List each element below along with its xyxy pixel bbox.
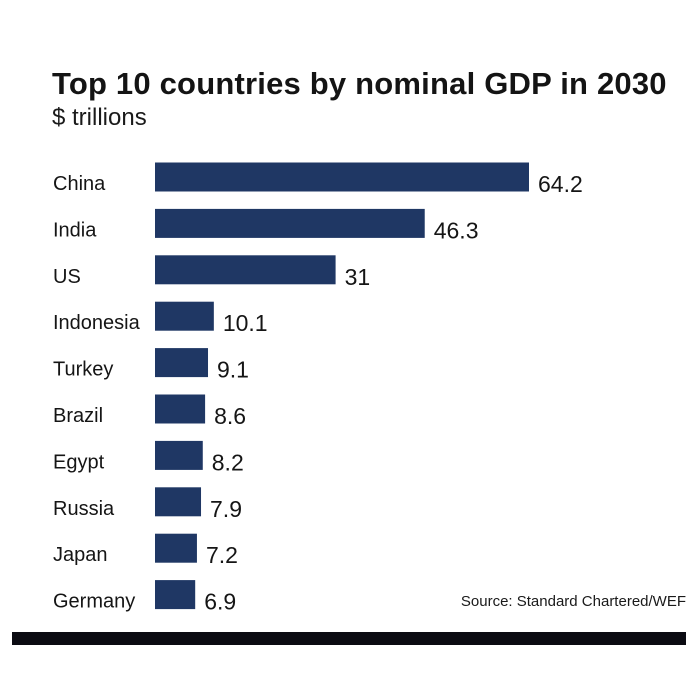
category-label: Germany [53, 591, 135, 613]
bar [155, 348, 209, 378]
bar [155, 162, 529, 192]
category-label: US [53, 266, 81, 288]
value-label: 7.9 [210, 496, 242, 522]
category-label: India [53, 219, 97, 241]
bar [155, 394, 206, 424]
bar [155, 440, 203, 470]
bar [155, 580, 196, 610]
category-label: Turkey [53, 359, 113, 381]
value-label: 6.9 [204, 589, 236, 615]
bar [155, 487, 202, 517]
bar-chart: China 64.2 India 46.3 US 31 Indonesia 10.1 Turke… [53, 162, 583, 615]
value-label: 64.2 [538, 171, 583, 197]
category-label: Egypt [53, 451, 105, 473]
value-label: 8.6 [214, 403, 246, 429]
value-label: 46.3 [434, 217, 479, 243]
bar [155, 255, 336, 285]
footer-divider [12, 632, 686, 645]
value-label: 31 [345, 264, 371, 290]
chart-title: Top 10 countries by nominal GDP in 2030 [52, 66, 667, 101]
source-note: Source: Standard Chartered/WEF [460, 593, 686, 610]
bar [155, 208, 425, 238]
category-label: Indonesia [53, 312, 141, 334]
value-label: 7.2 [206, 542, 238, 568]
bar [155, 301, 214, 331]
chart-subtitle: $ trillions [52, 104, 147, 131]
value-label: 8.2 [212, 449, 244, 475]
category-label: China [53, 173, 106, 195]
category-label: Japan [53, 544, 108, 566]
category-label: Russia [53, 498, 115, 520]
value-label: 9.1 [217, 357, 249, 383]
bar [155, 533, 197, 563]
category-label: Brazil [53, 405, 103, 427]
value-label: 10.1 [223, 310, 268, 336]
